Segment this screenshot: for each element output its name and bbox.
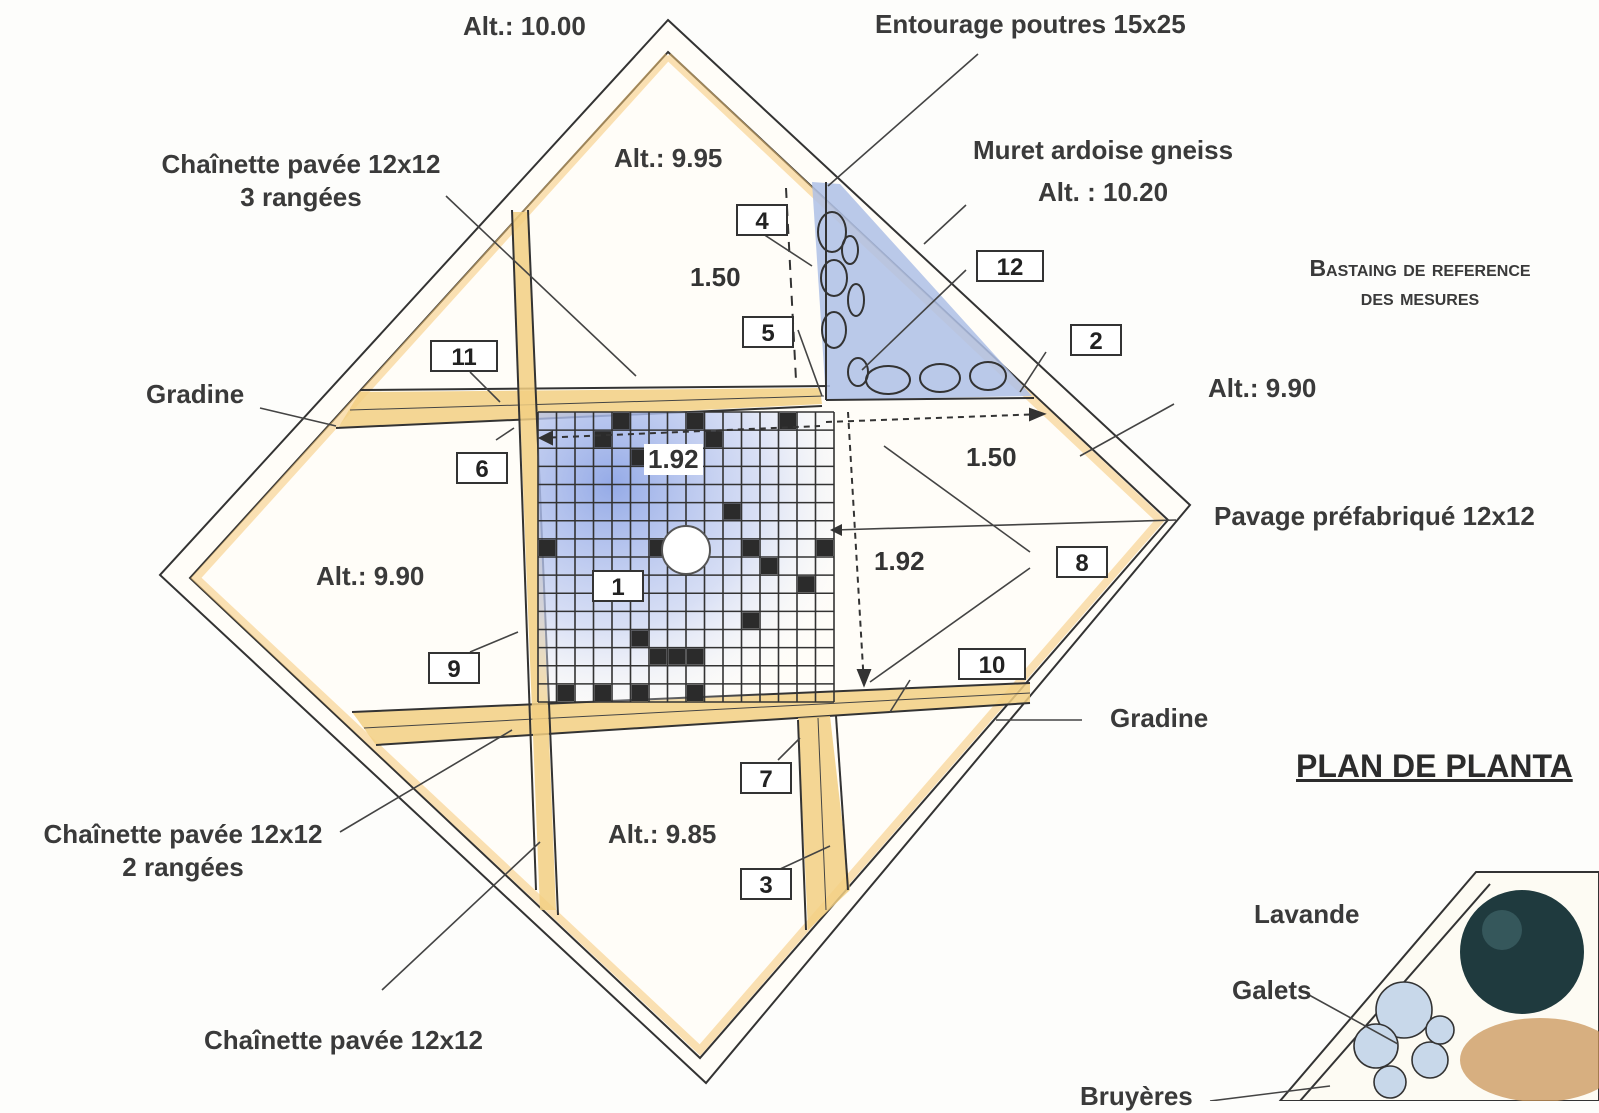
bastaing-line1: Bastaing de reference <box>1309 255 1531 281</box>
dark-paving-tile <box>631 684 648 701</box>
dark-paving-tile <box>779 413 796 430</box>
alt-990-left-label: Alt.: 9.90 <box>316 561 425 591</box>
dark-paving-tile <box>705 431 722 448</box>
chainette-2-line2: 2 rangées <box>122 851 244 882</box>
marker-12: 12 <box>976 250 1044 282</box>
chainette-bottom-label: Chaînette pavée 12x12 <box>204 1025 483 1055</box>
planting-plan-fragment <box>1209 871 1599 1101</box>
galets-label: Galets <box>1232 975 1312 1005</box>
marker-6: 6 <box>456 452 508 484</box>
marker-4: 4 <box>736 204 788 236</box>
dimension-150-top: 1.50 <box>690 262 741 292</box>
marker-9: 9 <box>428 652 480 684</box>
paving-square <box>537 411 835 703</box>
marker-11: 11 <box>430 340 498 372</box>
dark-paving-tile <box>631 449 648 466</box>
dark-paving-tile <box>742 612 759 629</box>
lavande-label: Lavande <box>1254 899 1360 929</box>
dark-paving-tile <box>687 684 704 701</box>
gradine-right-label: Gradine <box>1110 703 1209 733</box>
alt-995-label: Alt.: 9.95 <box>614 143 723 173</box>
alt-1020-label: Alt. : 10.20 <box>1038 177 1169 207</box>
alt-990-right-label: Alt.: 9.90 <box>1208 373 1317 403</box>
entourage-label: Entourage poutres 15x25 <box>875 9 1186 39</box>
dark-paving-tile <box>650 648 667 665</box>
alt-985-label: Alt.: 9.85 <box>608 819 717 849</box>
pavage-label: Pavage préfabriqué 12x12 <box>1214 501 1535 531</box>
bastaing-label: Bastaing de reference des mesures <box>1240 254 1599 312</box>
bastaing-line2: des mesures <box>1360 283 1480 310</box>
dark-paving-tile <box>687 413 704 430</box>
chainette-3-line2: 3 rangées <box>240 181 362 212</box>
bruyeres-label: Bruyères <box>1080 1081 1193 1111</box>
dark-paving-tile <box>594 431 611 448</box>
dark-paving-tile <box>761 558 778 575</box>
marker-5: 5 <box>742 316 794 348</box>
marker-3: 3 <box>740 868 792 900</box>
dark-paving-tile <box>594 684 611 701</box>
dark-paving-tile <box>724 503 741 520</box>
right-chainette-beam <box>797 715 850 931</box>
dark-paving-tile <box>631 630 648 647</box>
dark-paving-tile <box>816 539 833 556</box>
alt-top-label: Alt.: 10.00 <box>463 11 586 41</box>
dark-paving-tile <box>742 539 759 556</box>
plantation-title: PLAN DE PLANTA <box>1296 748 1573 784</box>
stone-wall <box>812 182 1035 401</box>
chainette-3-line1: Chaînette pavée 12x12 <box>161 149 441 179</box>
chainette-2-rangees-label: Chaînette pavée 12x12 2 rangées <box>18 818 348 883</box>
dark-paving-tile <box>557 684 574 701</box>
dark-paving-tile <box>668 648 685 665</box>
dark-paving-tile <box>798 576 815 593</box>
dimension-150-right: 1.50 <box>966 442 1017 472</box>
gradine-left-label: Gradine <box>146 379 245 409</box>
marker-8: 8 <box>1056 546 1108 578</box>
marker-7: 7 <box>740 762 792 794</box>
muret-label: Muret ardoise gneiss <box>973 135 1234 165</box>
leader-lines <box>259 53 1177 991</box>
dimension-192-right: 1.92 <box>874 546 925 576</box>
marker-1: 1 <box>592 570 644 602</box>
marker-10: 10 <box>958 648 1026 680</box>
dark-paving-tile <box>613 413 630 430</box>
bottom-chainette-beam <box>351 682 1031 746</box>
dimension-lines <box>537 187 1047 688</box>
chainette-2-line1: Chaînette pavée 12x12 <box>43 819 323 849</box>
dark-paving-tile <box>539 539 556 556</box>
dimension-192-top: 1.92 <box>644 444 703 475</box>
dark-paving-tile <box>687 648 704 665</box>
marker-2: 2 <box>1070 324 1122 356</box>
chainette-3-rangees-label: Chaînette pavée 12x12 3 rangées <box>136 148 466 213</box>
